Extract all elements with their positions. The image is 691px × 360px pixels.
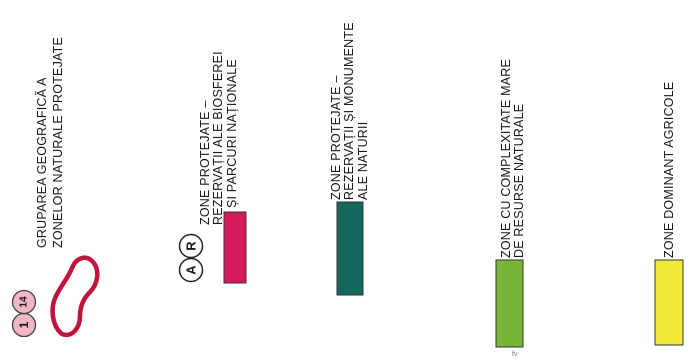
svg-text:R: R bbox=[184, 241, 199, 251]
legend-item-natural-resources: ZONE CU COMPLEXITATE MARE DE RESURSE NAT… bbox=[495, 59, 526, 358]
monuments-color-swatch bbox=[336, 201, 364, 296]
badge-1: 1 bbox=[11, 312, 37, 338]
badge-r: R bbox=[178, 233, 204, 259]
svg-text:14: 14 bbox=[19, 296, 30, 308]
resources-color-swatch bbox=[495, 259, 524, 348]
biosphere-line1: ZONE PROTEJATE – bbox=[198, 100, 212, 225]
monuments-line2: REZERVAȚII ȘI MONUMENTE bbox=[342, 22, 356, 200]
biosphere-line2: REZERVAȚII ALE BIOSFEREI bbox=[211, 51, 225, 225]
legend-item-biosphere-reserves: A R ZONE PROTEJATE – REZERVAȚII ALE BIOS… bbox=[178, 51, 247, 284]
legend-item-natural-monuments: ZONE PROTEJATE – REZERVAȚII ȘI MONUMENTE… bbox=[329, 22, 370, 296]
footnote-text: fv bbox=[512, 351, 518, 358]
resources-line1: ZONE CU COMPLEXITATE MARE bbox=[499, 59, 513, 258]
legend-item-agricultural: ZONE DOMINANT AGRICOLE bbox=[654, 82, 684, 346]
agricultural-color-swatch bbox=[654, 259, 684, 346]
zone-outline-shape bbox=[50, 255, 100, 338]
groups-title-line1: GRUPAREA GEOGRAFICĂ A bbox=[34, 77, 49, 248]
biosphere-color-swatch bbox=[223, 211, 247, 284]
agricultural-line1: ZONE DOMINANT AGRICOLE bbox=[662, 82, 676, 258]
groups-title-line2: ZONELOR NATURALE PROTEJATE bbox=[51, 37, 65, 248]
resources-line2: DE RESURSE NATURALE bbox=[512, 104, 526, 258]
monuments-line1: ZONE PROTEJATE – bbox=[329, 75, 343, 200]
badge-14: 14 bbox=[11, 289, 37, 315]
svg-text:A: A bbox=[184, 265, 199, 275]
biosphere-line3: ȘI PARCURI NAȚIONALE bbox=[225, 59, 239, 208]
monuments-line3: ALE NATURII bbox=[356, 122, 370, 200]
svg-text:1: 1 bbox=[17, 321, 31, 328]
badge-a: A bbox=[178, 257, 204, 283]
legend-item-geographic-grouping: 1 14 GRUPAREA GEOGRAFICĂ A ZONELOR NATUR… bbox=[11, 37, 100, 338]
